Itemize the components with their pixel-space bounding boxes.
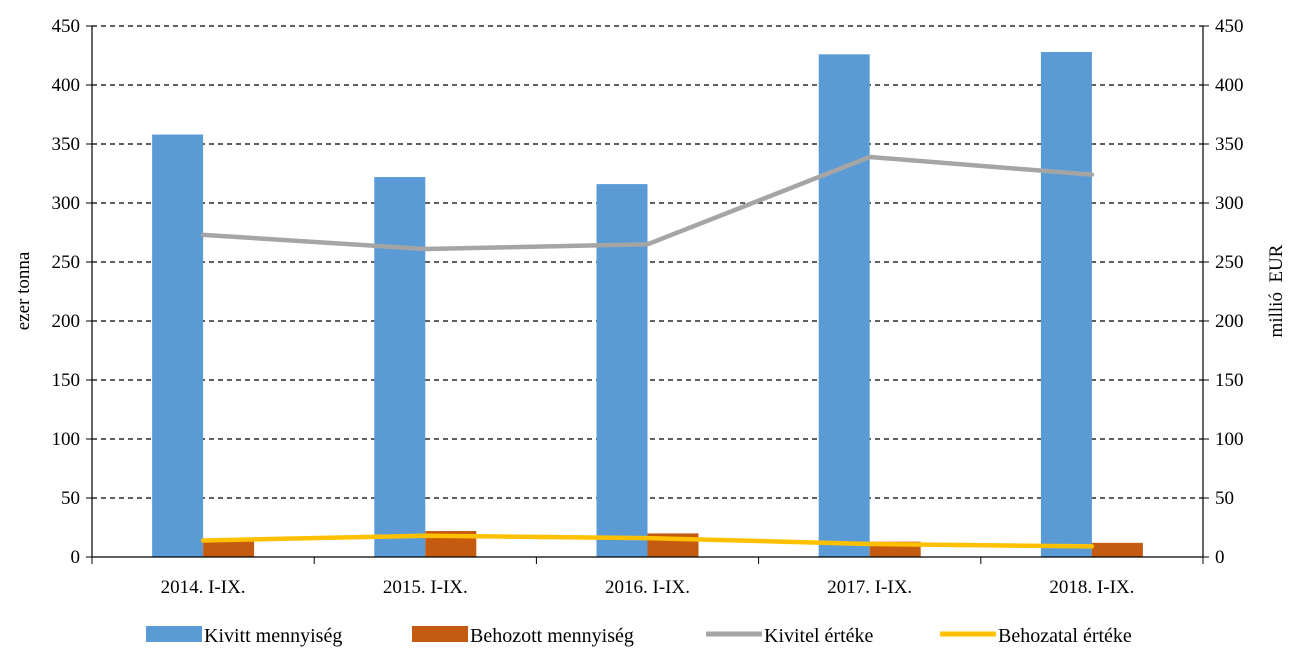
legend-entry: Kivitel értéke — [706, 625, 874, 647]
legend-label: Behozatal értéke — [998, 625, 1132, 647]
legend-entry: Kivitt mennyiség — [146, 625, 342, 647]
legend: Kivitt mennyiség Behozott mennyiség Kivite… — [146, 625, 1132, 647]
line-kivitel-értéke — [200, 154, 1095, 252]
bar-kivitt-mennyiség — [374, 177, 426, 558]
bars — [152, 51, 1143, 558]
left-tick-label: 250 — [52, 252, 81, 273]
y-axis-label: ezer tonna — [13, 251, 34, 330]
line-behozatal-értéke — [200, 533, 1095, 549]
bar-kivitt-mennyiség — [1040, 51, 1092, 558]
legend-swatch — [146, 626, 202, 642]
right-axis-ticks: 0 50 100 150 200 250 300 350 400 450 — [1215, 16, 1244, 568]
left-tick-label: 350 — [52, 134, 81, 155]
x-tick-label: 2018. I-IX. — [1049, 577, 1134, 598]
x-tick-label: 2015. I-IX. — [383, 577, 468, 598]
right-tick-label: 50 — [1215, 488, 1234, 509]
right-tick-label: 0 — [1215, 547, 1225, 568]
right-tick-label: 300 — [1215, 193, 1244, 214]
right-tick-label: 200 — [1215, 311, 1244, 332]
right-tick-label: 350 — [1215, 134, 1244, 155]
legend-label: Behozott mennyiség — [470, 625, 634, 647]
right-tick-label: 450 — [1215, 16, 1244, 37]
lines — [200, 154, 1095, 549]
left-axis-ticks: 0 50 100 150 200 250 300 350 400 450 — [52, 16, 81, 568]
bar-kivitt-mennyiség — [596, 184, 648, 557]
x-axis-ticks: 2014. I-IX. 2015. I-IX. 2016. I-IX. 2017. I… — [161, 577, 1135, 598]
right-tick-label: 150 — [1215, 370, 1244, 391]
x-tick-label: 2014. I-IX. — [161, 577, 246, 598]
right-tick-label: 100 — [1215, 429, 1244, 450]
legend-entry: Behozatal értéke — [940, 625, 1132, 647]
left-tick-label: 200 — [52, 311, 81, 332]
legend-label: Kivitt mennyiség — [204, 625, 342, 647]
axes — [86, 25, 1209, 564]
legend-label: Kivitel értéke — [764, 625, 874, 647]
legend-entry: Behozott mennyiség — [412, 625, 634, 647]
left-tick-label: 100 — [52, 429, 81, 450]
y2-axis-label: millió EUR — [1266, 244, 1287, 337]
left-tick-label: 450 — [52, 16, 81, 37]
x-tick-label: 2017. I-IX. — [827, 577, 912, 598]
bar-kivitt-mennyiség — [152, 134, 204, 557]
right-tick-label: 400 — [1215, 75, 1244, 96]
bar-behozott-mennyiség — [203, 539, 255, 557]
left-tick-label: 300 — [52, 193, 81, 214]
bar-kivitt-mennyiség — [818, 54, 870, 557]
x-tick-label: 2016. I-IX. — [605, 577, 690, 598]
left-tick-label: 50 — [61, 488, 80, 509]
bar-behozott-mennyiség — [1091, 542, 1143, 557]
left-tick-label: 0 — [71, 547, 81, 568]
legend-swatch — [412, 626, 468, 642]
left-tick-label: 400 — [52, 75, 81, 96]
left-tick-label: 150 — [52, 370, 81, 391]
right-tick-label: 250 — [1215, 252, 1244, 273]
